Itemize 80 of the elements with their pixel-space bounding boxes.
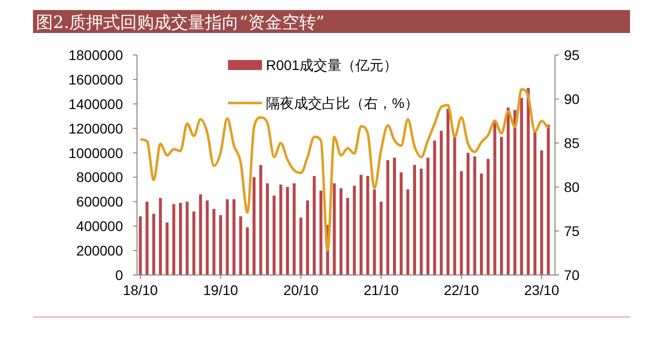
bar xyxy=(352,186,356,275)
bar xyxy=(199,194,202,275)
bar xyxy=(400,172,403,275)
y2-tick-label: 75 xyxy=(564,223,580,239)
bar xyxy=(486,158,490,275)
bar xyxy=(146,202,149,275)
y-tick-label: 1000000 xyxy=(68,144,124,161)
y2-tick-label: 90 xyxy=(564,91,580,107)
x-tick-label: 22/10 xyxy=(444,282,480,298)
bar xyxy=(513,110,516,275)
bar xyxy=(279,184,282,275)
bar xyxy=(152,214,156,275)
bar xyxy=(306,200,310,275)
bar xyxy=(406,189,410,275)
y-tick-label: 600000 xyxy=(76,194,124,210)
bar xyxy=(506,108,510,275)
bar xyxy=(433,140,436,275)
bar xyxy=(319,190,322,275)
x-tick-label: 20/10 xyxy=(283,282,319,298)
bar xyxy=(446,108,450,275)
y-tick-label: 0 xyxy=(115,267,124,283)
bar xyxy=(360,174,363,275)
bar xyxy=(219,215,222,275)
bar xyxy=(440,130,443,275)
bar xyxy=(212,209,216,275)
title: 图2.质押式回购成交量指向“资金空转” xyxy=(33,10,630,33)
bar xyxy=(299,218,302,275)
bar xyxy=(386,160,390,275)
y-tick-label: 400000 xyxy=(76,218,124,234)
bar xyxy=(286,187,289,275)
x-tick-label: 19/10 xyxy=(203,282,238,298)
bar xyxy=(340,188,342,275)
bar xyxy=(540,150,544,275)
legend-label: 隔夜成交占比（右，%） xyxy=(266,95,418,111)
bar xyxy=(372,189,376,275)
bar xyxy=(500,136,503,275)
bar xyxy=(460,171,463,275)
bar xyxy=(239,216,242,275)
y-tick-label: 1600000 xyxy=(68,71,124,88)
y-tick-label: 1400000 xyxy=(68,96,124,112)
bar xyxy=(186,202,189,275)
chart-title: 图2.质押式回购成交量指向“资金空转” xyxy=(36,13,325,33)
y2-tick-label: 80 xyxy=(564,179,580,195)
bar xyxy=(292,183,296,275)
y-tick-label: 800000 xyxy=(76,169,124,186)
bar xyxy=(158,198,162,275)
bar xyxy=(380,202,383,275)
bar xyxy=(246,227,249,275)
y-tick-label: 1800000 xyxy=(68,47,124,63)
bar xyxy=(166,222,169,275)
bar xyxy=(192,211,196,275)
bar xyxy=(138,216,142,275)
y2-tick-label: 85 xyxy=(564,135,580,151)
bar xyxy=(520,98,524,275)
x-tick-label: 18/10 xyxy=(122,282,158,298)
bar xyxy=(533,130,536,275)
bar xyxy=(493,120,496,275)
y2-tick-label: 95 xyxy=(564,47,580,63)
bar xyxy=(453,136,456,275)
bar xyxy=(172,204,176,275)
bar xyxy=(393,158,396,275)
bar xyxy=(413,165,416,275)
bar xyxy=(426,158,430,275)
bar xyxy=(272,196,276,275)
bar xyxy=(266,183,269,275)
bar xyxy=(466,152,470,275)
y-tick-label: 1200000 xyxy=(68,120,124,136)
y-tick-label: 200000 xyxy=(76,242,124,259)
legend-label: R001成交量（亿元） xyxy=(266,57,398,73)
bar xyxy=(179,202,182,275)
bar xyxy=(252,177,256,275)
bar xyxy=(226,199,229,275)
bar xyxy=(480,174,483,275)
bar xyxy=(546,124,550,275)
bar xyxy=(232,199,236,275)
x-tick-label: 23/10 xyxy=(524,282,560,298)
x-tick-label: 21/10 xyxy=(364,282,399,298)
bar xyxy=(346,198,350,275)
bar xyxy=(332,183,336,275)
y2-tick-label: 70 xyxy=(564,267,580,283)
